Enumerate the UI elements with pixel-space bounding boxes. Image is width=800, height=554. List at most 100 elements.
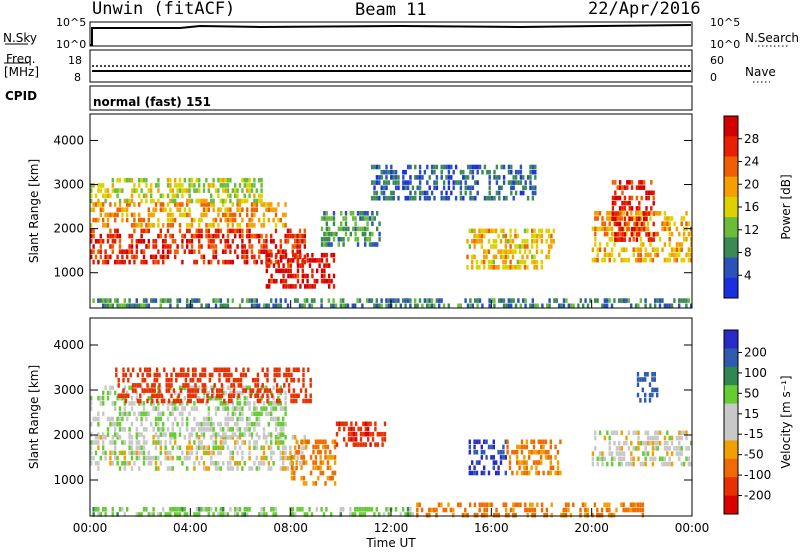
data-cell [284, 298, 287, 303]
data-cell [562, 507, 565, 513]
data-cell [130, 421, 134, 427]
data-cell [116, 298, 119, 303]
data-cell [157, 249, 160, 254]
data-cell [104, 512, 107, 517]
colorbar-segment [724, 277, 738, 299]
data-cell [248, 416, 251, 422]
data-cell [324, 455, 327, 460]
data-cell [397, 175, 400, 180]
data-cell [371, 221, 374, 226]
data-cell [375, 164, 379, 170]
data-cell [641, 512, 645, 518]
data-cell [242, 372, 245, 378]
data-cell [275, 398, 279, 404]
data-cell [258, 416, 261, 422]
data-cell [513, 449, 516, 455]
data-cell [626, 200, 629, 206]
data-cell [308, 507, 311, 512]
data-cell [97, 432, 100, 437]
data-cell [584, 507, 587, 513]
data-cell [138, 450, 141, 456]
data-cell [634, 507, 637, 513]
data-cell [626, 211, 629, 216]
data-cell [147, 455, 150, 461]
data-cell [267, 432, 270, 437]
data-cell [464, 180, 467, 185]
data-cell [174, 507, 177, 512]
data-cell [296, 298, 299, 303]
data-cell [332, 252, 336, 258]
data-cell [630, 211, 633, 216]
data-cell [654, 303, 657, 309]
data-cell [147, 385, 150, 391]
data-cell [320, 258, 324, 263]
data-cell [468, 244, 471, 249]
data-cell [207, 512, 210, 517]
data-cell [262, 427, 266, 432]
data-cell [234, 406, 237, 411]
data-cell [270, 273, 273, 279]
data-cell [166, 406, 170, 411]
data-cell [601, 257, 604, 263]
data-cell [188, 445, 191, 450]
data-cell [106, 395, 110, 401]
data-cell [507, 169, 511, 175]
data-cell [250, 303, 254, 309]
data-cell [145, 455, 148, 461]
data-cell [639, 211, 643, 216]
data-cell [608, 298, 611, 303]
data-cell [207, 233, 210, 239]
data-cell [525, 470, 528, 476]
data-cell [157, 177, 160, 183]
data-cell [538, 233, 541, 239]
data-cell [523, 465, 526, 471]
data-cell [639, 237, 643, 242]
data-cell [309, 398, 312, 404]
data-cell [640, 180, 643, 185]
data-cell [142, 427, 146, 432]
data-cell [579, 298, 582, 303]
data-cell [135, 435, 138, 440]
data-cell [497, 465, 500, 471]
data-cell [274, 512, 278, 517]
data-cell [644, 392, 647, 398]
data-cell [456, 502, 460, 508]
data-cell [256, 398, 260, 404]
data-cell [166, 177, 170, 183]
data-cell [632, 430, 635, 436]
data-cell [648, 392, 652, 398]
data-cell [673, 221, 676, 226]
data-cell [532, 444, 536, 450]
data-cell [224, 212, 227, 218]
data-cell [319, 465, 322, 471]
data-cell [267, 461, 270, 466]
data-cell [414, 303, 417, 309]
data-cell [90, 249, 93, 254]
data-cell [111, 385, 114, 391]
data-cell [594, 242, 597, 247]
data-cell [195, 512, 198, 517]
data-cell [178, 411, 182, 417]
data-cell [219, 298, 222, 303]
data-cell [135, 223, 138, 228]
data-cell [128, 450, 131, 456]
data-cell [520, 470, 524, 476]
data-cell [639, 507, 642, 513]
data-cell [623, 232, 627, 237]
data-cell [170, 393, 173, 399]
data-cell [224, 401, 227, 406]
data-cell [260, 177, 263, 183]
data-cell [303, 233, 306, 239]
data-cell [358, 512, 362, 517]
data-cell [116, 435, 119, 440]
data-cell [171, 507, 174, 512]
data-cell [111, 303, 114, 309]
data-cell [174, 512, 177, 517]
data-cell [128, 427, 131, 432]
data-cell [325, 216, 328, 221]
data-cell [126, 202, 129, 207]
data-cell [261, 393, 264, 399]
data-cell [355, 442, 358, 447]
data-cell [339, 512, 342, 517]
data-cell [123, 303, 126, 309]
